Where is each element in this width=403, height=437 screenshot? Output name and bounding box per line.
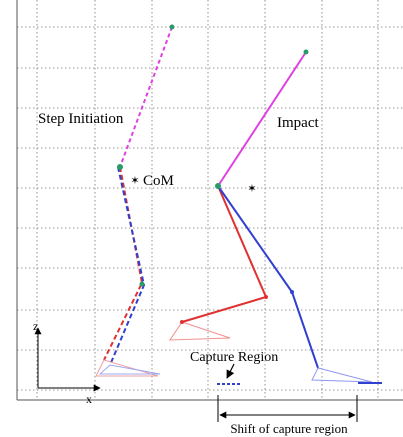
step-initiation-figure	[95, 24, 175, 377]
z-label: z	[33, 319, 38, 333]
com-marker: ✶	[247, 183, 256, 195]
x-label: x	[86, 392, 92, 406]
step-initiation-label: Step Initiation	[38, 111, 124, 127]
impact-label: Impact	[277, 115, 319, 131]
com-marker: ✶	[130, 175, 139, 187]
capture-arrow	[226, 363, 235, 379]
com-label: CoM	[143, 173, 174, 189]
impact-figure	[169, 49, 382, 384]
shift-label: Shift of capture region	[230, 421, 348, 436]
capture-region-label: Capture Region	[190, 350, 278, 365]
grid	[17, 0, 403, 400]
